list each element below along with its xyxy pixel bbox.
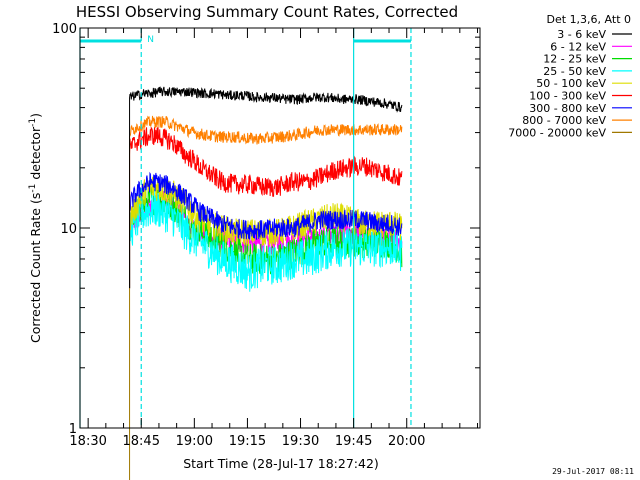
x-axis-label: Start Time (28-Jul-17 18:27:42) <box>183 456 379 471</box>
y-tick-label: 1 <box>69 422 77 437</box>
series-line-3 <box>129 189 403 292</box>
timestamp: 29-Jul-2017 08:11 <box>552 467 634 476</box>
y-axis-label: Corrected Count Rate (s-1 detector-1) <box>28 113 43 343</box>
legend-label-5: 100 - 300 keV <box>529 90 606 103</box>
series-line-0 <box>129 86 403 289</box>
legend-label-8: 7000 - 20000 keV <box>508 126 606 139</box>
y-tick-label: 10 <box>60 222 77 237</box>
x-tick-label: 18:30 <box>69 434 106 449</box>
x-tick-label: 18:45 <box>123 434 160 449</box>
legend-label-7: 800 - 7000 keV <box>522 114 606 127</box>
chart-title: HESSI Observing Summary Count Rates, Cor… <box>76 3 458 21</box>
legend-label-6: 300 - 800 keV <box>529 102 606 115</box>
legend-label-3: 25 - 50 keV <box>543 65 606 78</box>
legend-label-1: 6 - 12 keV <box>550 40 606 53</box>
x-tick-label: 19:30 <box>282 434 319 449</box>
legend-header: Det 1,3,6, Att 0 <box>547 13 631 26</box>
marker-label-0: N <box>147 35 154 45</box>
series-layer <box>129 86 403 480</box>
x-tick-label: 20:00 <box>388 434 425 449</box>
y-tick-label: 100 <box>52 22 77 37</box>
x-tick-label: 19:00 <box>176 434 213 449</box>
series-line-6 <box>129 171 403 289</box>
legend-label-2: 12 - 25 keV <box>543 53 606 66</box>
axes-layer: 1 10 100 18:30 18:45 19:00 19:15 19:30 19:45 20:0… <box>52 22 481 449</box>
legend-label-0: 3 - 6 keV <box>557 28 606 41</box>
legend-label-4: 50 - 100 keV <box>536 77 606 90</box>
series-line-5 <box>129 126 403 289</box>
x-tick-label: 19:45 <box>335 434 372 449</box>
series-line-7 <box>129 115 403 289</box>
x-tick-label: 19:15 <box>229 434 266 449</box>
series-line-8 <box>129 288 131 480</box>
